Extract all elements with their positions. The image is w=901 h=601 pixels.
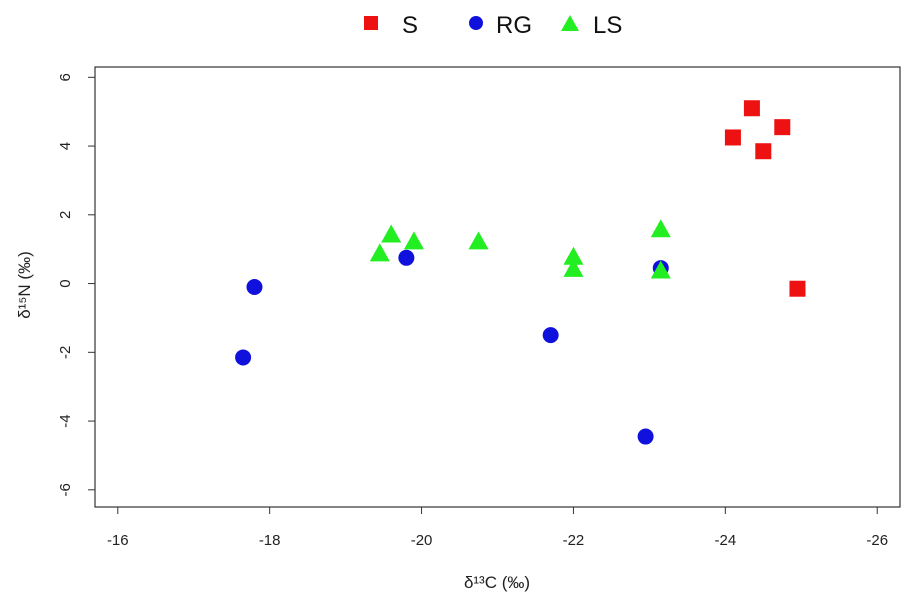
y-axis: 6 4 2 0 -2 -4 -6 <box>57 73 95 496</box>
legend-label-ls: LS <box>593 12 622 39</box>
point-ls <box>650 260 671 279</box>
point-rg <box>637 428 654 445</box>
x-tick-label: -24 <box>714 532 736 549</box>
y-tick-label: 0 <box>57 279 74 287</box>
point-rg <box>235 349 252 366</box>
legend-marker-s <box>364 16 378 30</box>
point-ls <box>468 231 489 250</box>
x-tick-label: -16 <box>107 532 129 549</box>
y-tick-label: -2 <box>57 346 74 359</box>
point-ls <box>563 258 584 277</box>
x-tick-label: -22 <box>563 532 585 549</box>
point-ls <box>369 243 390 262</box>
point-rg <box>246 279 263 295</box>
legend-label-s: S <box>402 12 418 39</box>
point-rg <box>398 249 415 266</box>
legend-marker-rg <box>469 16 483 30</box>
legend: S RG LS <box>364 12 622 39</box>
y-tick-label: 6 <box>57 73 74 81</box>
x-axis: -16 -18 -20 -22 -24 -26 <box>107 507 888 549</box>
x-axis-title: δ¹³C (‰) <box>464 573 530 592</box>
point-ls <box>563 246 584 265</box>
point-ls <box>381 224 402 243</box>
y-tick-label: -6 <box>57 483 74 496</box>
data-points <box>235 100 806 445</box>
y-tick-label: -4 <box>57 414 74 427</box>
y-tick-label: 2 <box>57 211 74 219</box>
plot-frame <box>94 66 901 508</box>
point-s <box>724 129 741 146</box>
point-ls <box>403 231 424 250</box>
y-axis-title: δ¹⁵N (‰) <box>15 251 34 319</box>
x-tick-label: -20 <box>411 532 433 549</box>
x-tick-label: -18 <box>259 532 281 549</box>
point-s <box>743 100 760 117</box>
legend-marker-ls <box>561 15 579 31</box>
legend-label-rg: RG <box>496 12 532 39</box>
point-s <box>789 280 806 297</box>
point-s <box>774 119 791 136</box>
x-tick-label: -26 <box>866 532 888 549</box>
point-s <box>755 143 772 160</box>
y-tick-label: 4 <box>57 142 74 150</box>
point-ls <box>650 219 671 238</box>
point-rg <box>542 327 559 344</box>
